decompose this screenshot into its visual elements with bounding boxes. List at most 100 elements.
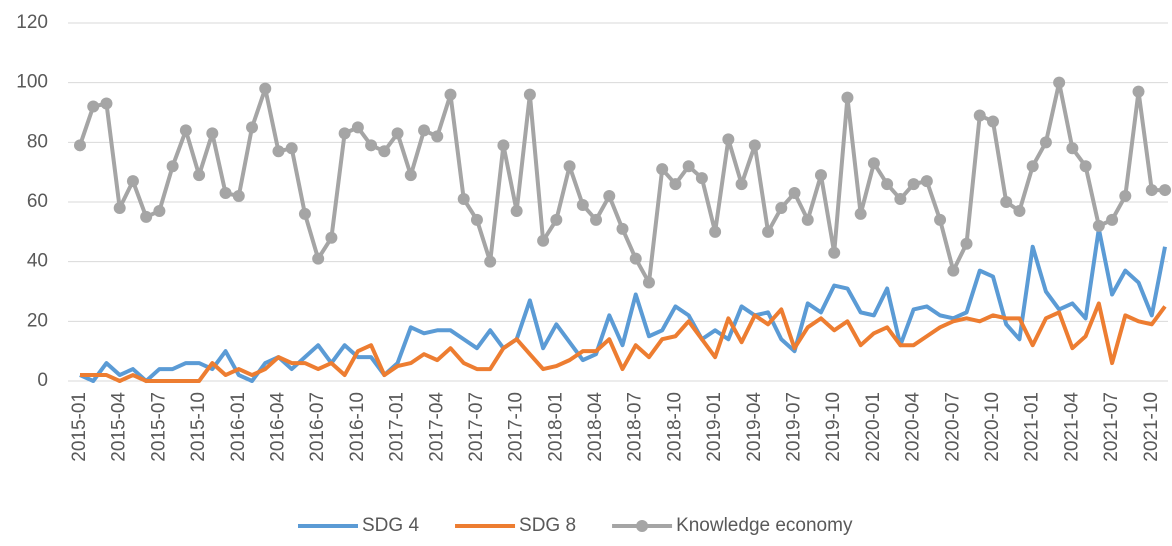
point-marker [365, 139, 378, 152]
y-tick-label: 0 [37, 370, 48, 391]
legend-label: SDG 8 [519, 515, 576, 536]
point-marker [1145, 184, 1158, 197]
point-marker [920, 175, 933, 188]
x-tick-label: 2016-01 [228, 392, 249, 462]
series-line [79, 226, 1167, 383]
point-marker [325, 231, 338, 244]
point-marker [166, 160, 179, 173]
point-marker [576, 198, 589, 211]
point-marker [484, 255, 497, 268]
y-tick-label: 60 [27, 191, 48, 212]
x-tick-label: 2017-01 [387, 392, 408, 462]
y-tick-label: 120 [16, 12, 48, 33]
x-tick-label: 2021-01 [1022, 392, 1043, 462]
point-marker [695, 172, 708, 185]
x-tick-label: 2017-10 [506, 392, 527, 462]
point-marker [206, 127, 219, 140]
point-marker [140, 210, 153, 223]
point-marker [126, 175, 139, 188]
point-marker [1066, 142, 1079, 155]
point-marker [259, 82, 272, 95]
point-marker [179, 124, 192, 137]
x-tick-label: 2018-01 [545, 392, 566, 462]
point-marker [497, 139, 510, 152]
point-marker [947, 264, 960, 277]
y-tick-label: 100 [16, 72, 48, 93]
point-marker [841, 91, 854, 104]
x-tick-label: 2015-04 [109, 392, 130, 462]
point-marker [1026, 160, 1039, 173]
legend-label: Knowledge economy [676, 515, 853, 536]
point-marker [1092, 219, 1105, 232]
point-marker [285, 142, 298, 155]
point-marker [246, 121, 259, 134]
y-tick-label: 40 [27, 251, 48, 272]
point-marker [788, 187, 801, 200]
x-tick-label: 2019-04 [744, 392, 765, 462]
x-tick-label: 2021-04 [1061, 392, 1082, 462]
point-marker [510, 204, 523, 217]
x-tick-label: 2019-01 [704, 392, 725, 462]
point-marker [801, 213, 814, 226]
point-marker [1132, 85, 1145, 98]
point-marker [563, 160, 576, 173]
point-marker [814, 169, 827, 182]
x-tick-label: 2016-10 [347, 392, 368, 462]
point-marker [1119, 190, 1132, 203]
point-marker [470, 213, 483, 226]
x-tick-label: 2019-07 [784, 392, 805, 462]
x-tick-label: 2016-07 [307, 392, 328, 462]
point-marker [537, 234, 550, 247]
point-marker [1000, 196, 1013, 208]
point-marker [682, 160, 695, 173]
point-marker [193, 169, 206, 182]
x-tick-label: 2018-10 [664, 392, 685, 462]
point-marker [457, 193, 470, 206]
x-tick-label: 2018-04 [585, 392, 606, 462]
point-marker [550, 213, 563, 226]
point-marker [100, 97, 113, 110]
point-marker [378, 145, 391, 158]
point-marker [1079, 160, 1092, 173]
point-marker [219, 187, 232, 200]
point-marker [232, 190, 245, 203]
point-marker [973, 109, 986, 122]
point-marker [272, 145, 285, 158]
x-tick-label: 2019-10 [823, 392, 844, 462]
point-marker [735, 178, 748, 191]
point-marker [828, 246, 841, 259]
point-marker [960, 237, 973, 250]
series-line [80, 301, 1167, 383]
point-marker [1053, 76, 1066, 89]
point-marker [603, 190, 616, 203]
point-marker [616, 222, 629, 235]
x-tick-label: 2018-07 [625, 392, 646, 462]
x-tick-label: 2017-07 [466, 392, 487, 462]
point-marker [986, 115, 999, 128]
x-tick-label: 2015-10 [188, 392, 209, 462]
y-tick-label: 80 [27, 131, 48, 152]
x-tick-label: 2020-01 [863, 392, 884, 462]
x-tick-label: 2020-07 [942, 392, 963, 462]
point-marker [934, 213, 947, 226]
point-marker [748, 139, 761, 152]
point-marker [1013, 204, 1026, 217]
x-tick-label: 2021-07 [1101, 392, 1122, 462]
x-tick-label: 2021-10 [1141, 392, 1162, 462]
point-marker [656, 163, 669, 176]
point-marker [1106, 213, 1119, 226]
point-marker [1159, 184, 1171, 197]
point-marker [312, 252, 325, 265]
point-marker [431, 130, 444, 143]
point-marker [762, 225, 775, 238]
point-marker [404, 169, 417, 182]
point-marker [338, 127, 351, 140]
point-marker [113, 201, 126, 214]
point-marker [775, 201, 788, 214]
point-marker [391, 127, 404, 140]
point-marker [709, 225, 722, 238]
x-tick-label: 2015-07 [148, 392, 169, 462]
series-line [78, 80, 1165, 285]
x-tick-label: 2020-10 [982, 392, 1003, 462]
